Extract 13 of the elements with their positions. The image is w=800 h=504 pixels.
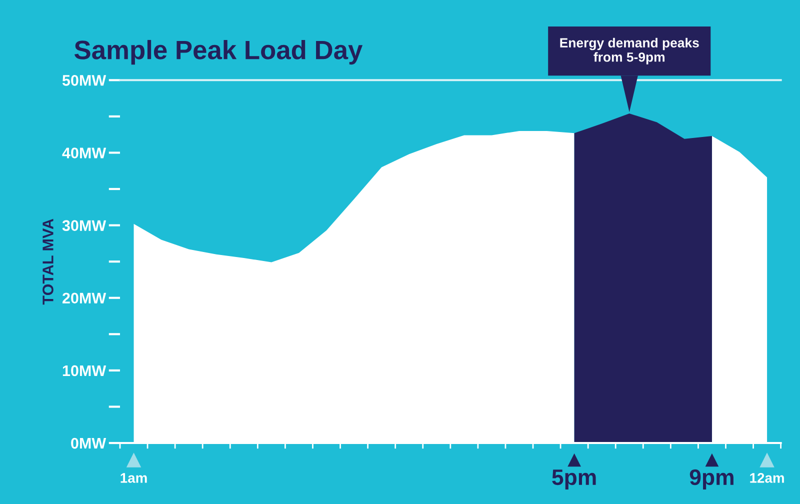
y-tick-label: 50MW <box>62 75 106 86</box>
y-tick-label: 0MW <box>71 438 106 449</box>
y-tick-label: 30MW <box>62 220 106 231</box>
y-tick-label: 10MW <box>62 365 106 376</box>
y-tick-label: 20MW <box>62 292 106 304</box>
y-tick-label: 40MW <box>62 148 106 158</box>
chart-title: Sample Peak Load Day <box>74 40 363 65</box>
x-tick-label: 12am <box>750 473 784 483</box>
y-axis-title: TOTAL MVA <box>42 218 54 305</box>
x-tick-label: 5pm <box>552 470 596 490</box>
x-tick-label: 9pm <box>690 469 734 490</box>
annotation: Energy demand peaks from 5-9pm <box>560 38 699 64</box>
x-tick-label: 1am <box>120 473 147 483</box>
